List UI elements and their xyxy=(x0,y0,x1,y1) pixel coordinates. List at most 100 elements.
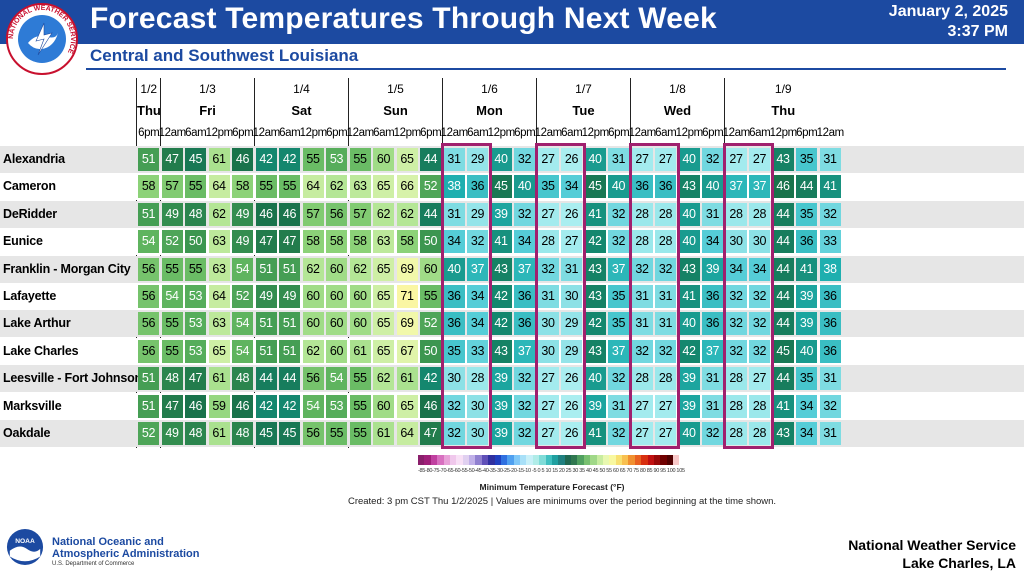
temp-cell: 60 xyxy=(326,257,347,281)
temp-cell: 55 xyxy=(420,285,441,308)
temp-cell: 36 xyxy=(796,230,817,254)
noaa-badge-text: NOAA xyxy=(15,538,35,545)
temp-cell: 34 xyxy=(796,394,817,418)
temp-cell: 63 xyxy=(208,230,230,254)
temp-cell: 46 xyxy=(185,394,206,418)
temp-cell: 28 xyxy=(749,202,770,226)
legend-swatch xyxy=(558,455,565,465)
temp-cell: 49 xyxy=(161,202,183,226)
temp-cell: 67 xyxy=(396,339,418,363)
time-header: 6pm xyxy=(796,127,818,139)
temp-cell: 36 xyxy=(443,312,465,336)
temp-cell: 56 xyxy=(326,202,347,226)
temp-cell: 55 xyxy=(302,148,324,171)
temp-cell: 28 xyxy=(725,394,747,418)
temp-cell: 47 xyxy=(185,367,206,391)
legend-title: Minimum Temperature Forecast (°F) xyxy=(479,482,625,492)
temp-cell: 27 xyxy=(725,148,747,171)
legend-swatch xyxy=(532,455,540,465)
time-header: 6pm xyxy=(420,127,442,139)
temp-cell: 42 xyxy=(490,285,512,308)
day-date-header: 1/6 xyxy=(481,82,498,96)
nws-logo-icon: NATIONAL WEATHER SERVICE xyxy=(6,3,78,75)
time-header: 12pm xyxy=(769,127,798,139)
legend-swatch xyxy=(456,455,463,465)
temp-cell: 53 xyxy=(185,312,206,336)
temp-cell: 27 xyxy=(631,422,653,445)
temp-cell: 62 xyxy=(208,202,230,226)
temp-cell: 27 xyxy=(537,394,559,418)
temp-cell: 49 xyxy=(279,285,300,308)
temp-cell: 32 xyxy=(608,230,629,254)
temp-cell: 47 xyxy=(161,148,183,171)
temp-cell: 65 xyxy=(373,285,394,308)
temp-cell: 36 xyxy=(819,285,841,308)
temp-cell: 40 xyxy=(584,367,606,391)
temp-cell: 32 xyxy=(608,367,629,391)
time-header: 6am xyxy=(561,127,583,139)
page-title: Forecast Temperatures Through Next Week xyxy=(90,2,717,35)
temp-cell: 36 xyxy=(631,175,653,199)
day-name-header: Wed xyxy=(663,103,692,118)
temp-cell: 32 xyxy=(702,422,723,445)
temp-cell: 49 xyxy=(161,422,183,445)
temp-cell: 44 xyxy=(772,367,794,391)
legend-swatch xyxy=(577,455,584,465)
temp-cell: 32 xyxy=(537,257,559,281)
temp-cell: 41 xyxy=(796,257,817,281)
day-name-header: Thu xyxy=(771,103,796,118)
noaa-line-1: National Oceanic and xyxy=(52,536,164,548)
temp-cell: 47 xyxy=(255,230,277,254)
temp-cell: 45 xyxy=(255,422,277,445)
legend-swatch xyxy=(653,455,661,465)
temp-cell: 40 xyxy=(678,148,700,171)
temp-cell: 45 xyxy=(490,175,512,199)
temp-cell: 32 xyxy=(819,202,841,226)
temp-cell: 60 xyxy=(349,312,371,336)
temp-cell: 51 xyxy=(255,312,277,336)
temp-cell: 31 xyxy=(655,312,676,336)
temp-cell: 48 xyxy=(232,367,253,391)
temp-cell: 29 xyxy=(467,202,488,226)
temp-cell: 44 xyxy=(772,257,794,281)
day-date-header: 1/8 xyxy=(669,82,686,96)
temp-cell: 57 xyxy=(161,175,183,199)
temp-cell: 40 xyxy=(702,175,723,199)
temp-cell: 51 xyxy=(279,339,300,363)
temp-cell: 41 xyxy=(772,394,794,418)
time-header: 12am xyxy=(346,127,375,139)
temp-cell: 40 xyxy=(443,257,465,281)
temp-cell: 32 xyxy=(514,394,535,418)
temp-cell: 36 xyxy=(702,285,723,308)
temp-cell: 47 xyxy=(279,230,300,254)
time-header: 6am xyxy=(185,127,207,139)
temp-cell: 32 xyxy=(725,312,747,336)
noaa-name: National Oceanic and Atmospheric Adminis… xyxy=(52,536,200,560)
temp-cell: 64 xyxy=(302,175,324,199)
temp-cell: 42 xyxy=(420,367,441,391)
temp-cell: 51 xyxy=(138,367,159,391)
time-header: 6am xyxy=(467,127,489,139)
temp-cell: 31 xyxy=(702,367,723,391)
temp-cell: 42 xyxy=(255,148,277,171)
temp-cell: 62 xyxy=(349,257,371,281)
temp-cell: 44 xyxy=(420,202,441,226)
temp-cell: 32 xyxy=(631,339,653,363)
nws-office: National Weather Service Lake Charles, L… xyxy=(848,536,1016,572)
temp-cell: 56 xyxy=(138,339,159,363)
legend-swatch xyxy=(430,455,438,465)
temp-cell: 61 xyxy=(373,422,394,445)
temp-cell: 54 xyxy=(232,339,253,363)
temp-cell: 43 xyxy=(584,285,606,308)
issued-time: 3:37 PM xyxy=(947,23,1008,40)
temp-cell: 63 xyxy=(208,312,230,336)
temp-cell: 26 xyxy=(561,148,582,171)
temp-cell: 31 xyxy=(537,285,559,308)
time-header: 6am xyxy=(279,127,301,139)
location-name: Cameron xyxy=(3,179,56,194)
legend-swatch xyxy=(418,455,425,465)
region-subtitle: Central and Southwest Louisiana xyxy=(90,46,359,65)
temp-cell: 62 xyxy=(396,202,418,226)
day-date-header: 1/5 xyxy=(387,82,404,96)
temp-cell: 30 xyxy=(561,285,582,308)
